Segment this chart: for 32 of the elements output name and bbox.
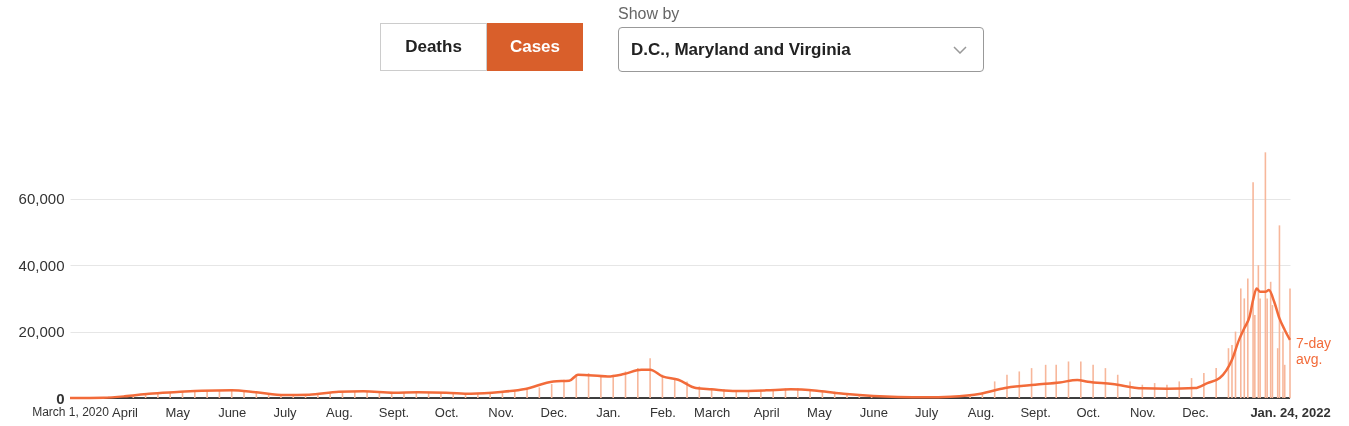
y-tick-label: 40,000: [18, 256, 65, 274]
y-tick-label: 20,000: [18, 323, 65, 341]
x-tick-label: Dec.: [540, 404, 568, 420]
x-tick-label: Sept.: [378, 404, 410, 420]
x-tick-label: Nov.: [488, 404, 515, 420]
x-tick-label: Aug.: [967, 404, 995, 420]
x-tick-label: May: [165, 404, 191, 420]
x-tick-label: Jan. 24, 2022: [1250, 404, 1331, 420]
x-tick-label: June: [218, 404, 247, 420]
x-tick-label: July: [273, 404, 298, 420]
text: Cases: [487, 23, 583, 71]
y-tick-label: 60,000: [18, 190, 65, 208]
text: Show by: [618, 5, 680, 23]
x-tick-label: Oct.: [434, 404, 459, 420]
x-tick-label: July: [915, 404, 939, 420]
x-tick-label: Aug.: [326, 404, 353, 420]
x-tick-label: April: [111, 404, 139, 420]
x-tick-label: Dec.: [1182, 404, 1209, 420]
x-tick-label: March: [694, 404, 731, 420]
text: D.C., Maryland and Virginia: [631, 39, 851, 60]
y-tick-label: 0: [56, 389, 65, 407]
x-tick-label: Feb.: [649, 404, 676, 420]
x-tick-label: April: [753, 404, 780, 420]
x-tick-label: May: [807, 404, 833, 420]
text: Deaths: [380, 23, 487, 71]
x-tick-label: June: [859, 404, 888, 420]
x-tick-label: March 1, 2020: [32, 404, 110, 419]
x-tick-label: Sept.: [1020, 404, 1051, 420]
series-label: 7-day avg.: [1296, 334, 1332, 367]
x-tick-label: Jan.: [596, 404, 621, 420]
x-tick-label: Oct.: [1076, 404, 1101, 420]
x-tick-label: Nov.: [1129, 404, 1156, 420]
